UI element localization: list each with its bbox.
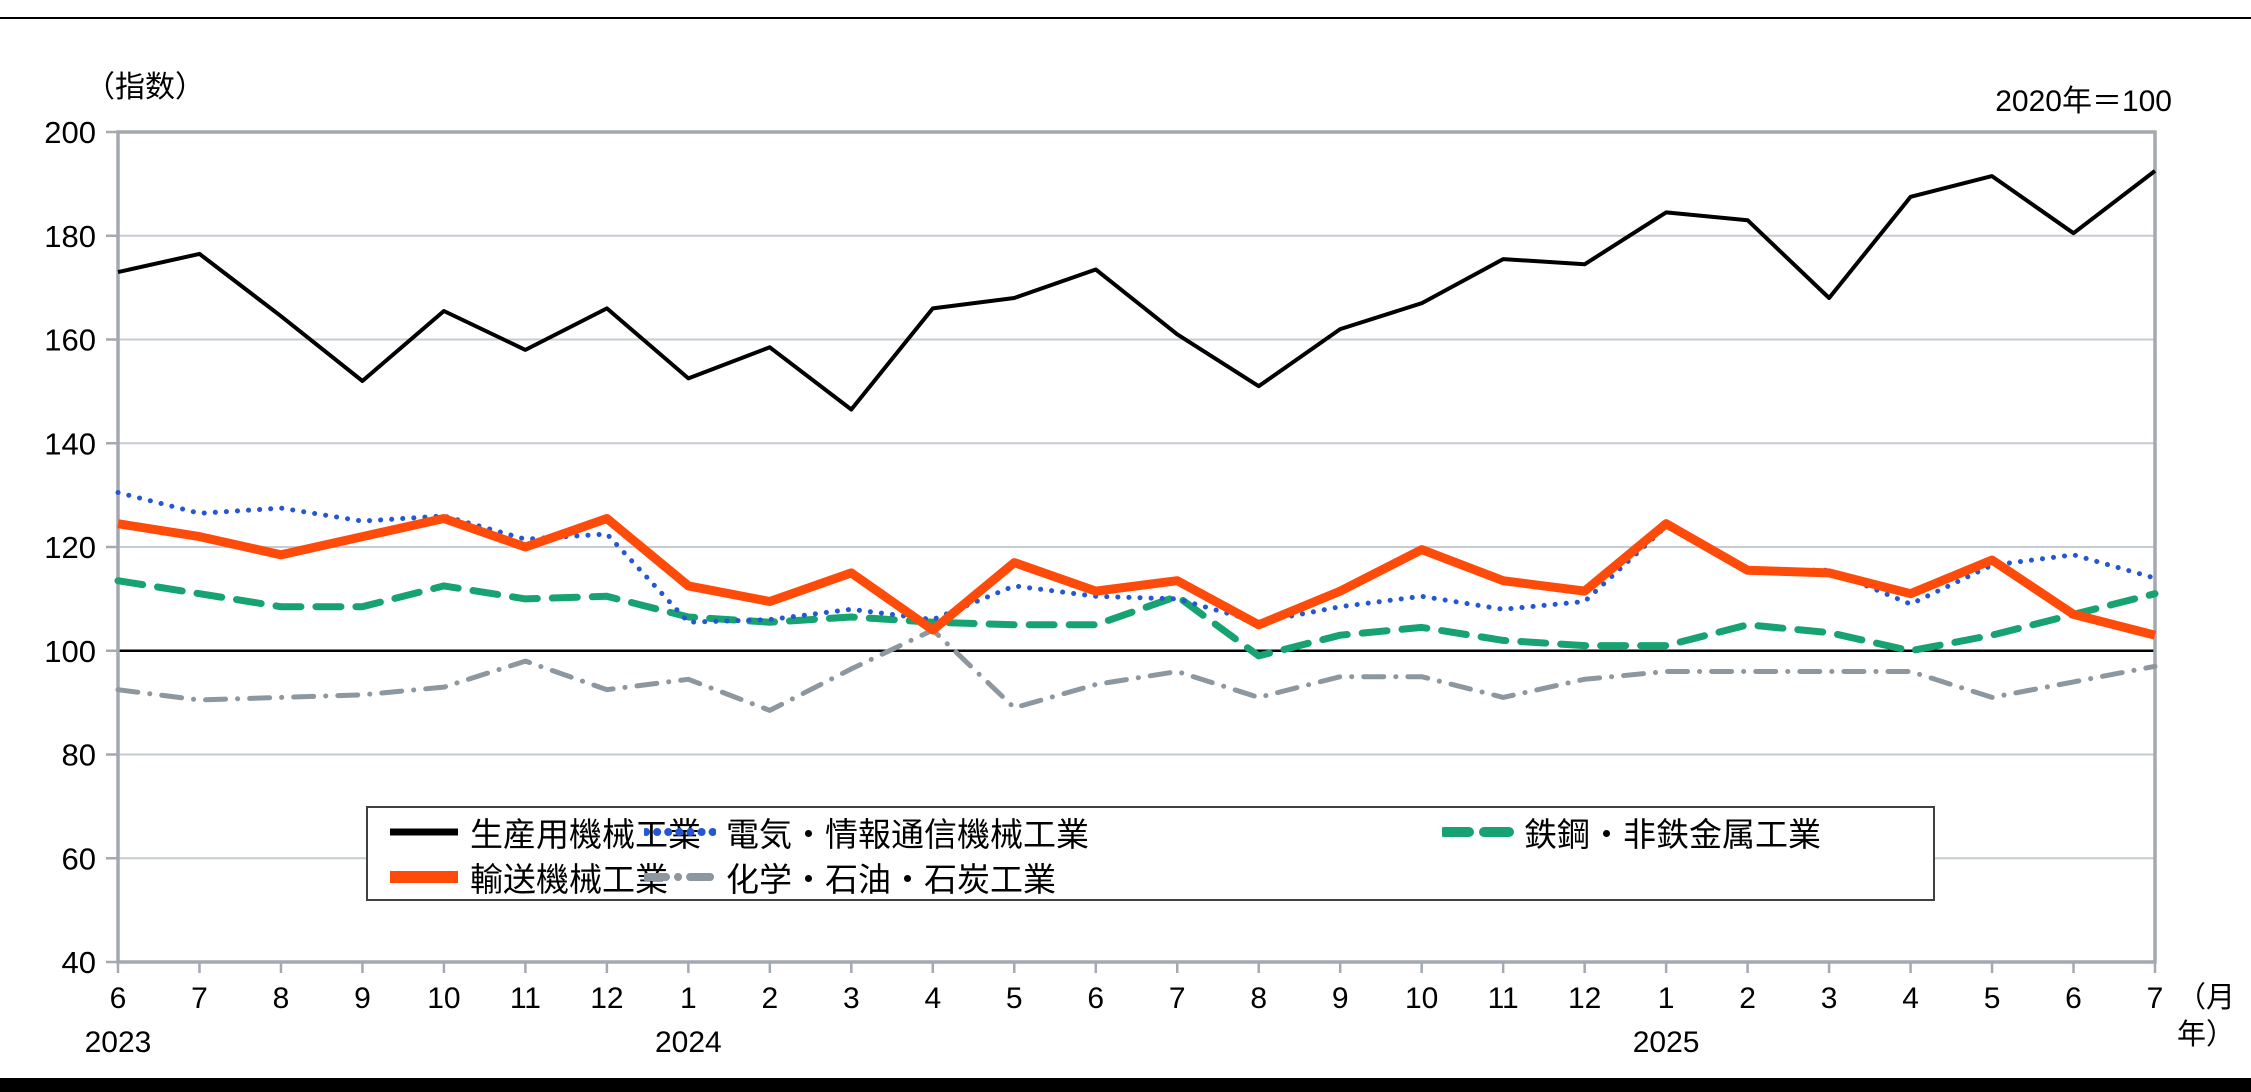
x-axis-year-label: 2023 bbox=[85, 1026, 152, 1059]
x-axis-unit-line2: 年） bbox=[2177, 1019, 2236, 1051]
x-axis-month-label: 3 bbox=[1821, 982, 1838, 1015]
legend-label: 化学・石油・石炭工業 bbox=[726, 861, 1056, 898]
x-axis-month-label: 6 bbox=[110, 982, 127, 1015]
x-axis-unit-label: （月 年） bbox=[2177, 980, 2249, 1054]
y-axis-tick-label: 180 bbox=[44, 219, 96, 254]
x-axis-month-label: 12 bbox=[590, 982, 623, 1015]
y-axis-tick-label: 120 bbox=[44, 530, 96, 565]
legend-marker-dashed bbox=[1442, 827, 1514, 837]
y-axis-tick-label: 140 bbox=[44, 426, 96, 461]
legend-marker-dashdot bbox=[644, 873, 716, 881]
x-axis-month-label: 1 bbox=[1658, 982, 1675, 1015]
x-axis-month-label: 7 bbox=[1169, 982, 1186, 1015]
x-axis-month-label: 4 bbox=[1902, 982, 1919, 1015]
y-axis-tick-label: 60 bbox=[62, 841, 96, 876]
legend: 生産用機械工業 電気・情報通信機械工業 鉄鋼・非鉄金属工業輸送機械工業 化学・石油・石… bbox=[366, 806, 1935, 901]
y-axis-tick-label: 160 bbox=[44, 323, 96, 358]
legend-label: 電気・情報通信機械工業 bbox=[726, 816, 1089, 853]
y-axis-unit-label: （指数） bbox=[85, 71, 205, 104]
legend-label: 生産用機械工業 bbox=[470, 816, 701, 853]
x-axis-month-label: 3 bbox=[843, 982, 860, 1015]
legend-item: 生産用機械工業 bbox=[388, 810, 701, 854]
legend-item: 化学・石油・石炭工業 bbox=[644, 855, 1056, 899]
top-border-line bbox=[0, 17, 2251, 19]
legend-label: 鉄鋼・非鉄金属工業 bbox=[1524, 816, 1821, 853]
x-axis-month-label: 1 bbox=[680, 982, 697, 1015]
legend-marker-solid bbox=[390, 828, 458, 836]
x-axis-month-label: 10 bbox=[1405, 982, 1438, 1015]
legend-marker-solid bbox=[390, 871, 458, 883]
x-axis-year-label: 2025 bbox=[1633, 1026, 1700, 1059]
x-axis-month-label: 2 bbox=[1739, 982, 1756, 1015]
x-axis-month-label: 10 bbox=[427, 982, 460, 1015]
legend-item: 輸送機械工業 bbox=[388, 855, 668, 899]
base-year-label: 2020年＝100 bbox=[1995, 85, 2172, 118]
x-axis-month-label: 11 bbox=[1488, 982, 1519, 1015]
x-axis-month-label: 6 bbox=[2065, 982, 2082, 1015]
y-axis-tick-label: 40 bbox=[62, 945, 96, 980]
y-axis-tick-label: 80 bbox=[62, 738, 96, 773]
x-axis-month-label: 11 bbox=[510, 982, 541, 1015]
x-axis-year-label: 2024 bbox=[655, 1026, 722, 1059]
x-axis-month-label: 8 bbox=[1250, 982, 1267, 1015]
x-axis-month-label: 7 bbox=[191, 982, 208, 1015]
series-line-4 bbox=[117, 514, 2157, 640]
x-axis-month-label: 2 bbox=[761, 982, 778, 1015]
series-line-2 bbox=[115, 490, 2158, 625]
x-axis-month-label: 6 bbox=[1087, 982, 1104, 1015]
series-line-5 bbox=[115, 627, 2158, 713]
legend-item: 電気・情報通信機械工業 bbox=[644, 810, 1089, 854]
y-axis-tick-label: 100 bbox=[44, 634, 96, 669]
x-axis-month-label: 4 bbox=[924, 982, 941, 1015]
series-line-1 bbox=[117, 169, 2157, 412]
x-axis-month-label: 8 bbox=[273, 982, 290, 1015]
legend-label: 輸送機械工業 bbox=[470, 861, 668, 898]
x-axis-unit-line1: （月 bbox=[2177, 982, 2236, 1014]
legend-item: 鉄鋼・非鉄金属工業 bbox=[1442, 810, 1821, 854]
x-axis-month-label: 5 bbox=[1006, 982, 1023, 1015]
x-axis-month-label: 7 bbox=[2147, 982, 2164, 1015]
bottom-bar bbox=[0, 1078, 2251, 1092]
y-axis-tick-label: 200 bbox=[44, 115, 96, 150]
series-line-3 bbox=[114, 577, 2159, 660]
x-axis-month-label: 5 bbox=[1984, 982, 2001, 1015]
legend-marker-dotted bbox=[644, 828, 716, 836]
x-axis-month-label: 12 bbox=[1568, 982, 1601, 1015]
x-axis-month-label: 9 bbox=[354, 982, 371, 1015]
x-axis-month-label: 9 bbox=[1332, 982, 1349, 1015]
